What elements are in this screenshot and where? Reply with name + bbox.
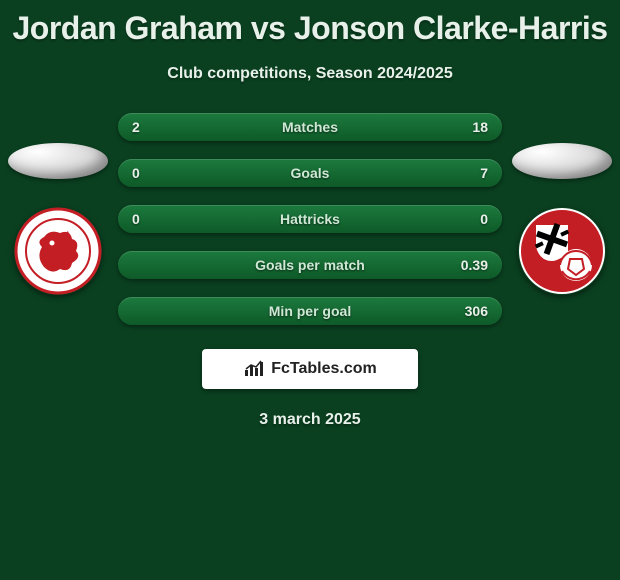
site-logo[interactable]: FcTables.com	[202, 349, 418, 389]
stat-right-value: 7	[448, 165, 488, 181]
stat-row: 0 Hattricks 0	[118, 205, 502, 233]
stat-left-value: 2	[132, 119, 172, 135]
left-side	[8, 143, 108, 295]
season-subtitle: Club competitions, Season 2024/2025	[0, 65, 620, 83]
comparison-panel: 2 Matches 18 0 Goals 7 0 Hattricks 0 Goals per ma…	[0, 113, 620, 325]
stat-row: 2 Matches 18	[118, 113, 502, 141]
stat-label: Goals	[291, 165, 330, 181]
page-title: Jordan Graham vs Jonson Clarke-Harris	[0, 0, 620, 47]
stat-label: Min per goal	[269, 303, 351, 319]
stat-label: Matches	[282, 119, 338, 135]
stat-right-value: 0	[448, 211, 488, 227]
stat-row: 0 Goals 7	[118, 159, 502, 187]
left-player-oval	[8, 143, 108, 179]
chart-icon	[243, 360, 265, 378]
stat-left-value: 0	[132, 211, 172, 227]
stat-right-value: 18	[448, 119, 488, 135]
stat-row: Goals per match 0.39	[118, 251, 502, 279]
stat-right-value: 306	[448, 303, 488, 319]
right-side	[512, 143, 612, 295]
right-player-oval	[512, 143, 612, 179]
stats-list: 2 Matches 18 0 Goals 7 0 Hattricks 0 Goals per ma…	[118, 113, 502, 325]
left-club-badge	[14, 207, 102, 295]
stat-label: Goals per match	[255, 257, 365, 273]
right-club-badge	[518, 207, 606, 295]
stat-right-value: 0.39	[448, 257, 488, 273]
stat-left-value: 0	[132, 165, 172, 181]
stat-row: Min per goal 306	[118, 297, 502, 325]
stat-label: Hattricks	[280, 211, 340, 227]
site-logo-text: FcTables.com	[271, 360, 377, 378]
date-label: 3 march 2025	[0, 411, 620, 429]
